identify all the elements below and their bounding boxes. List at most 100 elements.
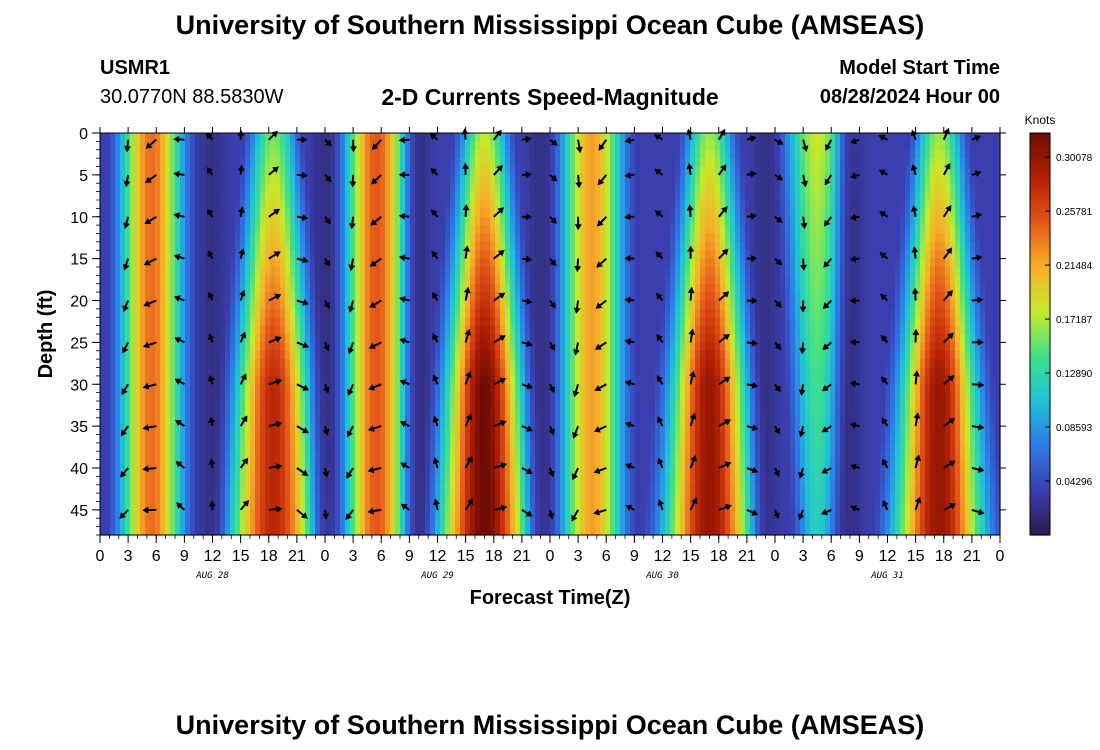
heatmap-cell [170, 468, 176, 477]
heatmap-cell [235, 342, 241, 352]
heatmap-cell [300, 191, 306, 201]
heatmap-cell [480, 401, 486, 410]
heatmap-cell [315, 149, 321, 159]
heatmap-cell [230, 166, 236, 176]
heatmap-cell [550, 183, 556, 193]
heatmap-cell [440, 141, 446, 151]
heatmap-cell [305, 300, 311, 310]
heatmap-cell [215, 275, 221, 285]
heatmap-cell [420, 200, 426, 209]
heatmap-cell [280, 434, 286, 444]
heatmap-cell [320, 476, 326, 486]
heatmap-cell [335, 191, 341, 201]
heatmap-cell [430, 308, 436, 318]
heatmap-cell [350, 501, 356, 511]
heatmap-cell [175, 342, 181, 352]
heatmap-cell [120, 484, 126, 494]
heatmap-cell [325, 476, 331, 486]
heatmap-cell [420, 225, 426, 235]
heatmap-cell [445, 451, 451, 461]
heatmap-cell [170, 392, 176, 402]
heatmap-cell [495, 200, 501, 209]
heatmap-cell [125, 392, 131, 402]
heatmap-cell [150, 141, 156, 151]
heatmap-cell [575, 417, 581, 427]
heatmap-cell [585, 367, 591, 377]
heatmap-cell [200, 133, 206, 142]
heatmap-cell [570, 283, 576, 293]
heatmap-cell [590, 518, 596, 528]
heatmap-cell [110, 275, 116, 285]
heatmap-cell [275, 493, 281, 503]
heatmap-cell [245, 468, 251, 477]
heatmap-cell [135, 141, 141, 151]
heatmap-cell [165, 509, 171, 519]
heatmap-cell [520, 518, 526, 528]
heatmap-cell [160, 350, 166, 360]
heatmap-cell [600, 275, 606, 285]
heatmap-cell [505, 258, 511, 268]
heatmap-cell [400, 317, 406, 327]
heatmap-cell [140, 308, 146, 318]
heatmap-cell [320, 174, 326, 184]
heatmap-cell [110, 350, 116, 360]
heatmap-cell [225, 141, 231, 151]
heatmap-cell [520, 283, 526, 293]
heatmap-cell [355, 208, 361, 218]
heatmap-cell [155, 300, 161, 310]
heatmap-cell [590, 275, 596, 285]
heatmap-cell [480, 292, 486, 302]
heatmap-cell [265, 493, 271, 503]
heatmap-cell [355, 484, 361, 494]
heatmap-cell [180, 258, 186, 268]
heatmap-cell [345, 283, 351, 293]
heatmap-cell [150, 158, 156, 168]
heatmap-cell [115, 200, 121, 209]
heatmap-cell [340, 133, 346, 142]
heatmap-cell [585, 350, 591, 360]
heatmap-cell [210, 342, 216, 352]
heatmap-cell [110, 334, 116, 343]
heatmap-cell [140, 334, 146, 343]
heatmap-cell [535, 174, 541, 184]
heatmap-cell [385, 526, 391, 536]
heatmap-cell [340, 476, 346, 486]
heatmap-cell [485, 384, 491, 394]
heatmap-cell [115, 174, 121, 184]
heatmap-cell [590, 375, 596, 385]
heatmap-cell [295, 509, 301, 519]
heatmap-cell [385, 200, 391, 209]
heatmap-cell [365, 526, 371, 536]
heatmap-cell [205, 275, 211, 285]
heatmap-cell [550, 158, 556, 168]
heatmap-cell [180, 375, 186, 385]
heatmap-cell [105, 459, 111, 469]
heatmap-cell [215, 476, 221, 486]
heatmap-cell [240, 317, 246, 327]
heatmap-cell [190, 141, 196, 151]
heatmap-cell [400, 250, 406, 260]
heatmap-cell [370, 183, 376, 193]
heatmap-cell [235, 216, 241, 226]
heatmap-cell [105, 526, 111, 536]
heatmap-cell [560, 342, 566, 352]
heatmap-cell [105, 484, 111, 494]
heatmap-cell [250, 392, 256, 402]
heatmap-cell [395, 325, 401, 335]
heatmap-cell [420, 216, 426, 226]
heatmap-cell [370, 409, 376, 419]
heatmap-cell [595, 476, 601, 486]
heatmap-cell [285, 409, 291, 419]
heatmap-cell [305, 484, 311, 494]
heatmap-cell [160, 442, 166, 452]
heatmap-cell [190, 216, 196, 226]
heatmap-cell [555, 468, 561, 477]
heatmap-cell [525, 409, 531, 419]
heatmap-cell [145, 509, 151, 519]
heatmap-cell [305, 459, 311, 469]
heatmap-cell [185, 501, 191, 511]
heatmap-cell [560, 426, 566, 436]
heatmap-cell [600, 342, 606, 352]
heatmap-cell [420, 292, 426, 302]
heatmap-cell [610, 484, 616, 494]
